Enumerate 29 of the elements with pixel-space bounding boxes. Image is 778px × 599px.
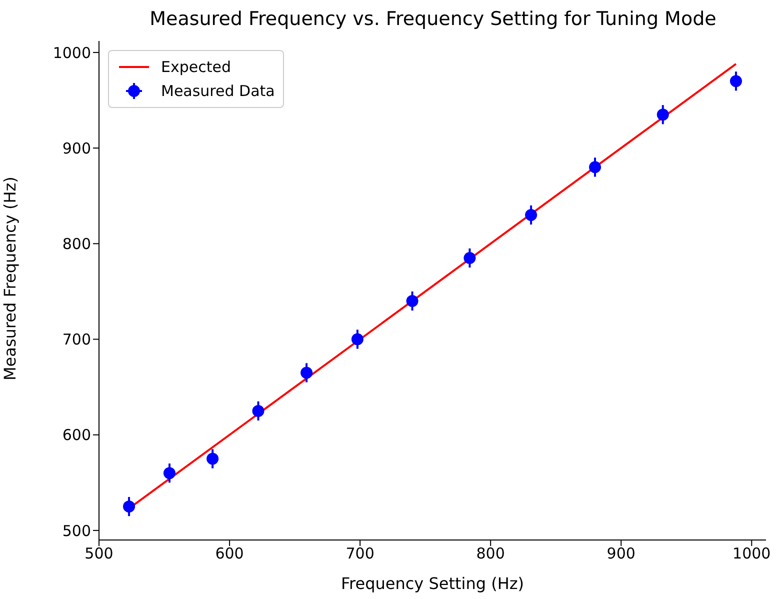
point <box>406 295 418 308</box>
point <box>252 404 264 417</box>
x-tick-label: 900 <box>606 544 636 563</box>
point <box>123 500 136 513</box>
point <box>730 75 742 88</box>
point <box>589 161 602 174</box>
legend-label: Measured Data <box>161 81 275 102</box>
y-tick-label: 600 <box>62 426 91 444</box>
y-tick-label: 700 <box>62 330 91 349</box>
x-tick-label: 600 <box>215 544 244 563</box>
point <box>656 108 669 121</box>
x-tick-label: 700 <box>346 544 374 563</box>
chart-title: Measured Frequency vs. Frequency Setting for Tuning Mode <box>148 8 718 30</box>
point <box>464 252 476 264</box>
legend-label: Expected <box>161 57 231 78</box>
point <box>300 366 313 379</box>
x-tick-label: 1000 <box>732 544 771 563</box>
point <box>206 452 219 465</box>
y-axis-title: Measured Frequency (Hz) <box>0 176 20 380</box>
y-tick-label: 900 <box>62 139 91 158</box>
y-tick-label: 800 <box>62 234 91 253</box>
point <box>525 208 538 221</box>
y-tick-label: 1000 <box>52 44 91 62</box>
x-tick-label: 500 <box>84 544 114 563</box>
y-tick-label: 500 <box>62 522 91 540</box>
x-tick-label: 800 <box>476 544 505 563</box>
x-axis-title: Frequency Setting (Hz) <box>340 574 524 593</box>
point <box>163 467 176 480</box>
point <box>351 333 364 346</box>
